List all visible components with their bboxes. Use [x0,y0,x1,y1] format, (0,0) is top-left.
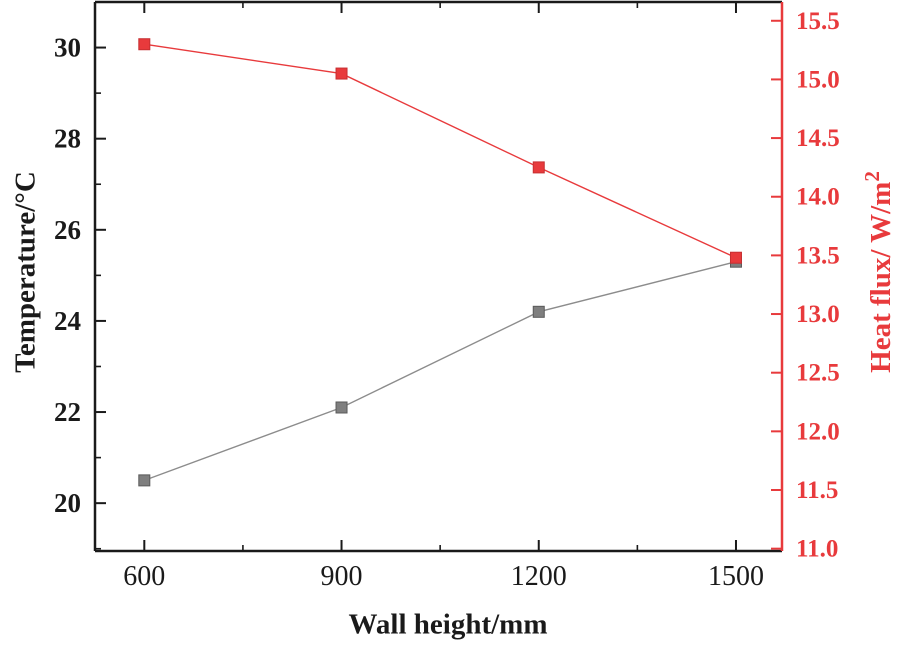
right-tick-label: 14.5 [796,125,840,152]
right-tick-label: 14.0 [796,184,840,211]
right-axis-title-text: Heat flux/ W/m2 [860,171,897,373]
right-tick-label: 11.0 [796,536,838,563]
right-y-axis: 11.0 11.5 12.0 12.5 13.0 13.5 14.0 14.5 15.0 15.5 [771,8,840,563]
left-tick-label: 20 [54,488,81,518]
x-tick-label: 900 [321,561,363,592]
x-tick-label: 1500 [708,561,764,592]
square-marker [532,161,545,174]
square-marker [138,38,151,51]
left-y-axis: 20 22 24 26 28 30 [54,33,106,550]
series-line [144,261,737,482]
square-marker [335,67,348,80]
series-line [144,43,737,259]
left-tick-label: 30 [54,33,81,63]
right-tick-label: 13.0 [796,301,840,328]
left-axis-title-text: Temperature/°C [9,171,42,373]
x-tick-label: 1200 [511,561,567,592]
left-tick-label: 28 [54,124,81,154]
x-tick-label: 600 [123,561,165,592]
left-tick-label: 24 [54,306,81,336]
left-tick-label: 22 [54,397,81,427]
right-tick-label: 13.5 [796,242,840,269]
right-tick-label: 15.5 [796,8,840,35]
axes-frame [93,0,784,553]
right-tick-label: 11.5 [796,477,838,504]
square-marker [532,305,545,318]
square-marker [138,474,151,487]
square-marker [335,401,348,414]
x-axis-title-text: Wall height/mm [348,608,548,641]
right-tick-label: 15.0 [796,66,840,93]
series-temperature [138,255,742,487]
x-axis: 600 900 1200 1500 [123,2,764,592]
superscript-2: 2 [860,171,885,182]
right-tick-label: 12.5 [796,360,840,387]
right-tick-label: 12.0 [796,418,840,445]
left-tick-label: 26 [54,215,81,245]
series-heat-flux [138,38,742,264]
square-marker [729,251,742,264]
